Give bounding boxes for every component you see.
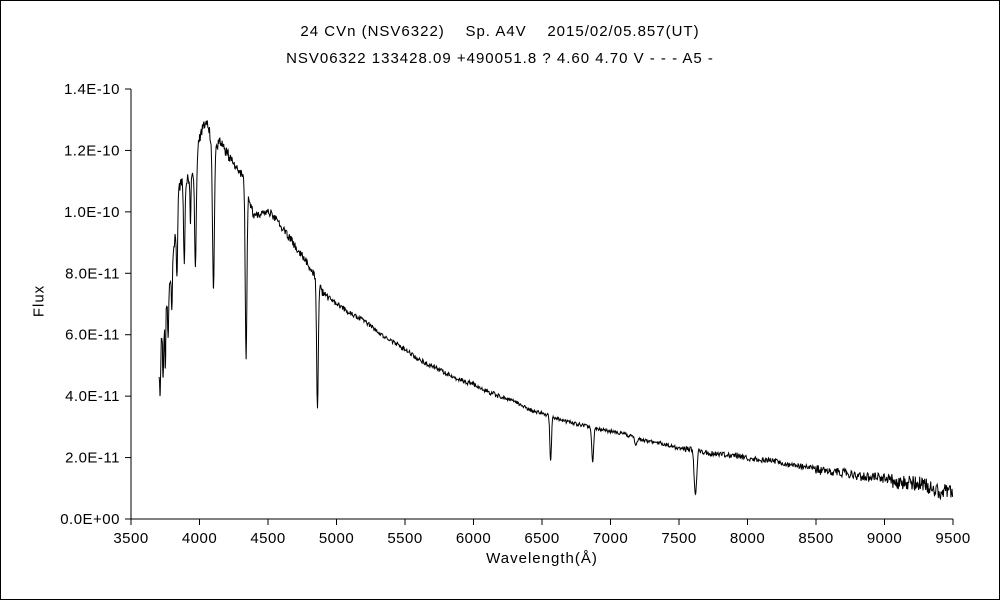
x-tick-label: 7000	[593, 530, 628, 547]
x-tick-label: 4500	[250, 530, 285, 547]
x-tick-label: 7500	[661, 530, 696, 547]
y-tick-label: 6.0E-11	[65, 327, 120, 344]
x-tick-label: 5000	[319, 530, 354, 547]
y-axis-ticks: 0.0E+00 2.0E-11 4.0E-11 6.0E-11 8.0E-11 1.0E-…	[60, 81, 131, 528]
y-tick-label: 4.0E-11	[65, 388, 120, 405]
x-tick-label: 9000	[867, 530, 902, 547]
y-tick-label: 0.0E+00	[60, 511, 120, 528]
axes	[130, 89, 953, 520]
y-tick-label: 2.0E-11	[65, 450, 120, 467]
x-tick-label: 5500	[387, 530, 422, 547]
x-tick-label: 4000	[182, 530, 217, 547]
x-tick-label: 8000	[730, 530, 765, 547]
spectrum-line	[158, 120, 954, 501]
x-tick-label: 6000	[456, 530, 491, 547]
x-tick-label: 8500	[798, 530, 833, 547]
y-tick-label: 8.0E-11	[65, 265, 120, 282]
x-axis-label: Wavelength(Å)	[486, 550, 598, 567]
y-tick-label: 1.4E-10	[64, 81, 120, 98]
x-tick-label: 9500	[935, 530, 970, 547]
y-tick-label: 1.2E-10	[64, 142, 120, 159]
x-tick-label: 3500	[113, 530, 148, 547]
x-tick-label: 6500	[524, 530, 559, 547]
y-tick-label: 1.0E-10	[64, 204, 120, 221]
chart-title: 24 CVn (NSV6322) Sp. A4V 2015/02/05.857(…	[300, 23, 700, 40]
chart-subtitle: NSV06322 133428.09 +490051.8 ? 4.60 4.70…	[286, 50, 714, 67]
x-axis-ticks: 3500 4000 4500 5000 5500 6000 6500 7000 7500 8000…	[113, 519, 970, 547]
